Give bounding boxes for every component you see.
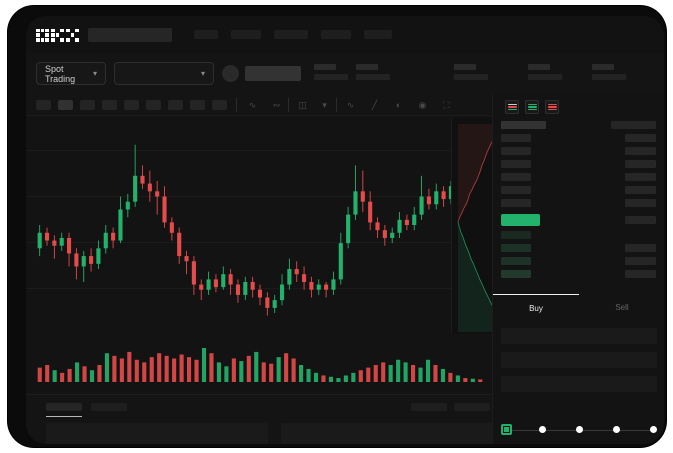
stat-24h-low — [528, 64, 562, 80]
price-field[interactable] — [501, 328, 657, 344]
orderbook-asks-icon[interactable] — [545, 100, 559, 114]
amount-field[interactable] — [501, 352, 657, 368]
orderbook-bid-row[interactable] — [501, 244, 531, 252]
market-type-dropdown[interactable]: Spot Trading ▾ — [36, 62, 106, 85]
settings-icon[interactable]: ◉ — [418, 100, 427, 110]
orderbook-bid-amount — [625, 257, 656, 265]
nav-item-5[interactable] — [364, 30, 392, 39]
stat-24h-volume — [592, 64, 626, 80]
nav-item-2[interactable] — [231, 30, 261, 39]
chart-toolbar: ∿ ∾ ◫ ▾ ∿ ╱ ◐ ◉ ⛶ — [26, 94, 492, 116]
price-chart[interactable] — [26, 116, 492, 334]
nav-item-3[interactable] — [274, 30, 308, 39]
bottom-action-2[interactable] — [454, 403, 490, 411]
indicator-icon[interactable]: ∿ — [248, 100, 257, 110]
orderbook-bid-amount — [625, 244, 656, 252]
orderbook-ask-amount — [625, 173, 656, 181]
orderbook-last-price[interactable] — [501, 214, 540, 226]
bottom-orders-panel — [26, 394, 503, 444]
stepper-dot-5[interactable] — [650, 426, 657, 433]
orderbook-bids-icon[interactable] — [525, 100, 539, 114]
fullscreen-icon[interactable]: ⛶ — [443, 100, 450, 110]
device-frame: Spot Trading ▾ ▾ — [8, 6, 666, 447]
orderbook-header-left — [501, 121, 546, 129]
stepper-dot-2[interactable] — [539, 426, 546, 433]
market-subbar: Spot Trading ▾ ▾ — [26, 54, 664, 94]
template-icon[interactable]: ◫ — [298, 100, 307, 110]
okx-logo[interactable] — [36, 28, 81, 42]
orderbook-header-right — [611, 121, 656, 129]
logo-glyph-o — [36, 28, 49, 42]
orderbook-bid-row[interactable] — [501, 270, 531, 278]
orderbook-ask-row[interactable] — [501, 186, 531, 194]
stepper-dot-3[interactable] — [576, 426, 583, 433]
logo-glyph-x — [66, 28, 79, 42]
total-field[interactable] — [501, 376, 657, 392]
line-chart-icon[interactable]: ∿ — [346, 100, 355, 110]
device-bezel: Spot Trading ▾ ▾ — [26, 16, 664, 444]
timeframe-button-9[interactable] — [212, 100, 227, 110]
orderbook-both-icon[interactable] — [505, 100, 519, 114]
orderbook-ask-amount — [625, 147, 656, 155]
toolbar-divider — [236, 98, 237, 112]
orderbook-bid-amount — [625, 270, 656, 278]
timeframe-button-3[interactable] — [80, 100, 95, 110]
volume-series — [37, 348, 483, 382]
bottom-tab-order-history[interactable] — [91, 403, 127, 411]
orderbook-ask-amount — [625, 160, 656, 168]
market-type-label: Spot Trading — [45, 63, 76, 84]
nav-item-4[interactable] — [321, 30, 351, 39]
bottom-cell-1 — [46, 423, 268, 444]
amount-percent-stepper[interactable] — [501, 424, 657, 438]
chevron-down-icon[interactable]: ▾ — [322, 100, 327, 110]
orderbook-ask-row[interactable] — [501, 147, 531, 155]
pair-name — [245, 66, 301, 81]
timeframe-button-8[interactable] — [190, 100, 205, 110]
bottom-action-1[interactable] — [411, 403, 447, 411]
camera-icon[interactable]: ◐ — [395, 100, 402, 110]
tab-sell[interactable]: Sell — [615, 303, 629, 312]
orderbook-bid-row[interactable] — [501, 231, 531, 239]
orderbook-ask-row[interactable] — [501, 173, 531, 181]
orderbook-last-amount — [625, 216, 656, 224]
timeframe-button-6[interactable] — [146, 100, 161, 110]
nav-item-1[interactable] — [194, 30, 218, 39]
orderbook-ask-amount — [625, 186, 656, 194]
toolbar-divider — [288, 98, 289, 112]
orderbook-ask-row[interactable] — [501, 134, 531, 142]
orderbook-ask-amount — [625, 134, 656, 142]
orderbook-ask-amount — [625, 199, 656, 207]
tab-buy[interactable]: Buy — [493, 294, 579, 320]
timeframe-button-7[interactable] — [168, 100, 183, 110]
timeframe-button-1[interactable] — [36, 100, 51, 110]
chevron-down-icon: ▾ — [92, 69, 97, 78]
ruler-icon[interactable]: ╱ — [371, 100, 378, 110]
compare-icon[interactable]: ∾ — [272, 100, 281, 110]
stepper-dot-4[interactable] — [613, 426, 620, 433]
chevron-down-icon: ▾ — [200, 69, 205, 78]
stat-24h-change — [356, 64, 390, 80]
stat-last-price — [314, 64, 348, 80]
timeframe-button-5[interactable] — [124, 100, 139, 110]
stepper-marker[interactable] — [501, 424, 512, 435]
bottom-cell-2 — [281, 423, 503, 444]
timeframe-button-2[interactable] — [58, 100, 73, 110]
volume-chart — [26, 334, 492, 394]
orderbook-bid-row[interactable] — [501, 257, 531, 265]
search-input[interactable] — [88, 28, 172, 42]
bottom-tab-open-orders[interactable] — [46, 403, 82, 417]
toolbar-divider — [336, 98, 337, 112]
orderbook-ask-row[interactable] — [501, 199, 531, 207]
candlestick-series — [37, 144, 483, 316]
timeframe-button-4[interactable] — [102, 100, 117, 110]
stat-24h-high — [454, 64, 488, 80]
orderbook-panel: Buy Sell — [492, 94, 664, 444]
top-navigation-bar — [26, 16, 664, 54]
order-form-tabs: Buy Sell — [493, 294, 664, 320]
logo-glyph-k — [51, 28, 64, 42]
app-screen: Spot Trading ▾ ▾ — [26, 16, 664, 444]
orderbook-ask-row[interactable] — [501, 160, 531, 168]
pair-avatar — [222, 65, 239, 82]
pair-select-dropdown[interactable]: ▾ — [114, 62, 214, 85]
